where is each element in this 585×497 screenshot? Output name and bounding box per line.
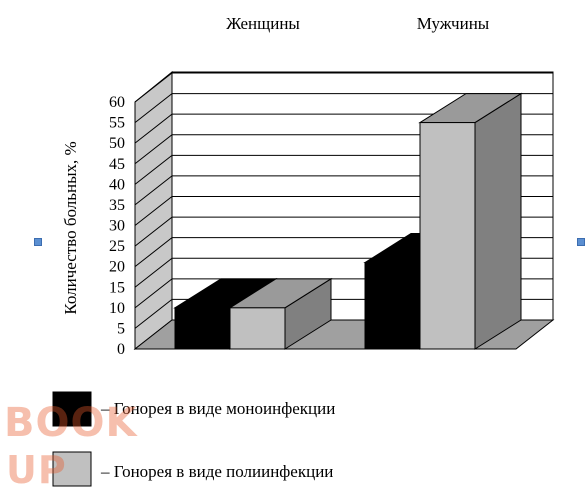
y-tick-label: 60 bbox=[109, 94, 125, 111]
legend-swatch-poly bbox=[52, 451, 92, 487]
y-tick-label: 35 bbox=[109, 197, 125, 214]
gridline bbox=[134, 93, 553, 123]
y-tick-label: 10 bbox=[109, 300, 125, 317]
y-axis-label: Количество больных, % bbox=[61, 141, 80, 314]
y-tick-label: 50 bbox=[109, 135, 125, 152]
y-tick-label: 30 bbox=[109, 218, 125, 235]
y-tick-label: 5 bbox=[117, 320, 125, 337]
gridline bbox=[134, 72, 553, 103]
bars bbox=[173, 92, 523, 350]
category-label: Мужчины bbox=[417, 14, 490, 33]
y-tick-label: 25 bbox=[109, 238, 125, 255]
legend-swatch-mono bbox=[52, 391, 92, 427]
legend-label-mono: – Гонорея в виде моноинфекции bbox=[100, 399, 335, 418]
y-tick-label: 0 bbox=[117, 341, 125, 358]
y-tick-label: 45 bbox=[109, 156, 125, 173]
resize-handle-left[interactable] bbox=[34, 238, 42, 246]
category-labels: Женщины Мужчины bbox=[226, 14, 490, 33]
legend-label-poly: – Гонорея в виде полиинфекции bbox=[100, 462, 333, 481]
watermark-bottom: UP bbox=[6, 448, 67, 492]
watermark-top: BOOK bbox=[4, 400, 138, 446]
y-tick-label: 15 bbox=[109, 279, 125, 296]
y-tick-label: 20 bbox=[109, 259, 125, 276]
y-tick-label: 40 bbox=[109, 176, 125, 193]
resize-handle-right[interactable] bbox=[577, 238, 585, 246]
y-tick-label: 55 bbox=[109, 115, 125, 132]
bar-poly-0 bbox=[228, 277, 333, 350]
category-label: Женщины bbox=[226, 14, 300, 33]
bar-poly-1 bbox=[418, 92, 523, 350]
gridline bbox=[134, 113, 553, 144]
y-axis-ticks: 0 5 10 15 20 25 30 35 40 45 50 55 60 bbox=[109, 94, 125, 358]
